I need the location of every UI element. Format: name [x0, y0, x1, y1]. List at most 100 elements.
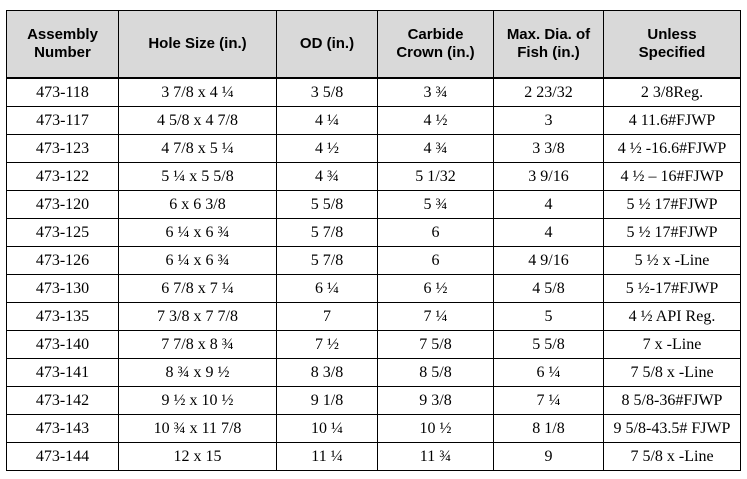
cell-hole-size: 12 x 15 [118, 442, 277, 471]
table-row: 473-122 5 ¼ x 5 5/8 4 ¾ 5 1/32 3 9/16 4 … [6, 162, 741, 191]
cell-max-dia-fish: 3 3/8 [493, 134, 604, 163]
cell-assembly-number: 473-141 [6, 358, 119, 387]
cell-max-dia-fish: 9 [493, 442, 604, 471]
cell-unless-specified: 5 ½ 17#FJWP [603, 190, 741, 219]
cell-unless-specified: 5 ½-17#FJWP [603, 274, 741, 303]
cell-max-dia-fish: 4 5/8 [493, 274, 604, 303]
cell-assembly-number: 473-125 [6, 218, 119, 247]
cell-max-dia-fish: 4 9/16 [493, 246, 604, 275]
cell-unless-specified: 4 11.6#FJWP [603, 106, 741, 135]
cell-max-dia-fish: 4 [493, 190, 604, 219]
cell-carbide-crown: 8 5/8 [377, 358, 494, 387]
cell-carbide-crown: 7 ¼ [377, 302, 494, 331]
cell-od: 7 [276, 302, 378, 331]
cell-od: 11 ¼ [276, 442, 378, 471]
cell-hole-size: 9 ½ x 10 ½ [118, 386, 277, 415]
cell-od: 5 7/8 [276, 218, 378, 247]
header-carbide-crown: Carbide Crown (in.) [377, 10, 494, 79]
header-row: Assembly Number Hole Size (in.) OD (in.)… [6, 10, 741, 79]
cell-carbide-crown: 6 ½ [377, 274, 494, 303]
cell-assembly-number: 473-135 [6, 302, 119, 331]
cell-max-dia-fish: 8 1/8 [493, 414, 604, 443]
cell-unless-specified: 4 ½ API Reg. [603, 302, 741, 331]
cell-unless-specified: 8 5/8-36#FJWP [603, 386, 741, 415]
cell-carbide-crown: 4 ¾ [377, 134, 494, 163]
cell-carbide-crown: 11 ¾ [377, 442, 494, 471]
cell-assembly-number: 473-140 [6, 330, 119, 359]
table-row: 473-141 8 ¾ x 9 ½ 8 3/8 8 5/8 6 ¼ 7 5/8 … [6, 358, 741, 387]
cell-max-dia-fish: 3 [493, 106, 604, 135]
table-row: 473-144 12 x 15 11 ¼ 11 ¾ 9 7 5/8 x -Lin… [6, 442, 741, 471]
cell-unless-specified: 5 ½ x -Line [603, 246, 741, 275]
cell-hole-size: 4 7/8 x 5 ¼ [118, 134, 277, 163]
cell-carbide-crown: 10 ½ [377, 414, 494, 443]
cell-unless-specified: 7 5/8 x -Line [603, 358, 741, 387]
cell-max-dia-fish: 7 ¼ [493, 386, 604, 415]
cell-carbide-crown: 6 [377, 246, 494, 275]
cell-hole-size: 4 5/8 x 4 7/8 [118, 106, 277, 135]
cell-assembly-number: 473-143 [6, 414, 119, 443]
table-body: 473-118 3 7/8 x 4 ¼ 3 5/8 3 ¾ 2 23/32 2 … [6, 77, 741, 471]
cell-od: 6 ¼ [276, 274, 378, 303]
cell-od: 4 ¼ [276, 106, 378, 135]
cell-od: 4 ¾ [276, 162, 378, 191]
cell-max-dia-fish: 4 [493, 218, 604, 247]
cell-od: 7 ½ [276, 330, 378, 359]
cell-od: 5 7/8 [276, 246, 378, 275]
cell-assembly-number: 473-120 [6, 190, 119, 219]
cell-carbide-crown: 5 ¾ [377, 190, 494, 219]
cell-od: 4 ½ [276, 134, 378, 163]
cell-hole-size: 6 x 6 3/8 [118, 190, 277, 219]
assembly-spec-table: Assembly Number Hole Size (in.) OD (in.)… [6, 10, 741, 471]
cell-assembly-number: 473-144 [6, 442, 119, 471]
table-row: 473-130 6 7/8 x 7 ¼ 6 ¼ 6 ½ 4 5/8 5 ½-17… [6, 274, 741, 303]
cell-carbide-crown: 9 3/8 [377, 386, 494, 415]
cell-carbide-crown: 6 [377, 218, 494, 247]
cell-hole-size: 7 3/8 x 7 7/8 [118, 302, 277, 331]
cell-max-dia-fish: 5 [493, 302, 604, 331]
header-unless-specified: Unless Specified [603, 10, 741, 79]
cell-assembly-number: 473-130 [6, 274, 119, 303]
table-header: Assembly Number Hole Size (in.) OD (in.)… [6, 10, 741, 79]
cell-assembly-number: 473-117 [6, 106, 119, 135]
table-row: 473-142 9 ½ x 10 ½ 9 1/8 9 3/8 7 ¼ 8 5/8… [6, 386, 741, 415]
table-row: 473-117 4 5/8 x 4 7/8 4 ¼ 4 ½ 3 4 11.6#F… [6, 106, 741, 135]
cell-hole-size: 6 7/8 x 7 ¼ [118, 274, 277, 303]
cell-assembly-number: 473-123 [6, 134, 119, 163]
cell-max-dia-fish: 5 5/8 [493, 330, 604, 359]
cell-od: 5 5/8 [276, 190, 378, 219]
cell-carbide-crown: 3 ¾ [377, 77, 494, 107]
cell-od: 3 5/8 [276, 77, 378, 107]
cell-hole-size: 3 7/8 x 4 ¼ [118, 77, 277, 107]
cell-assembly-number: 473-122 [6, 162, 119, 191]
cell-hole-size: 8 ¾ x 9 ½ [118, 358, 277, 387]
cell-max-dia-fish: 6 ¼ [493, 358, 604, 387]
cell-hole-size: 10 ¾ x 11 7/8 [118, 414, 277, 443]
cell-assembly-number: 473-126 [6, 246, 119, 275]
cell-od: 8 3/8 [276, 358, 378, 387]
cell-hole-size: 7 7/8 x 8 ¾ [118, 330, 277, 359]
cell-assembly-number: 473-118 [6, 77, 119, 107]
cell-carbide-crown: 4 ½ [377, 106, 494, 135]
header-max-dia-fish: Max. Dia. of Fish (in.) [493, 10, 604, 79]
table-row: 473-135 7 3/8 x 7 7/8 7 7 ¼ 5 4 ½ API Re… [6, 302, 741, 331]
cell-hole-size: 5 ¼ x 5 5/8 [118, 162, 277, 191]
cell-hole-size: 6 ¼ x 6 ¾ [118, 218, 277, 247]
cell-unless-specified: 2 3/8Reg. [603, 77, 741, 107]
cell-unless-specified: 4 ½ -16.6#FJWP [603, 134, 741, 163]
cell-unless-specified: 7 x -Line [603, 330, 741, 359]
cell-unless-specified: 5 ½ 17#FJWP [603, 218, 741, 247]
cell-max-dia-fish: 2 23/32 [493, 77, 604, 107]
table-row: 473-143 10 ¾ x 11 7/8 10 ¼ 10 ½ 8 1/8 9 … [6, 414, 741, 443]
table-row: 473-120 6 x 6 3/8 5 5/8 5 ¾ 4 5 ½ 17#FJW… [6, 190, 741, 219]
cell-od: 10 ¼ [276, 414, 378, 443]
table-row: 473-125 6 ¼ x 6 ¾ 5 7/8 6 4 5 ½ 17#FJWP [6, 218, 741, 247]
cell-carbide-crown: 7 5/8 [377, 330, 494, 359]
table-row: 473-126 6 ¼ x 6 ¾ 5 7/8 6 4 9/16 5 ½ x -… [6, 246, 741, 275]
cell-carbide-crown: 5 1/32 [377, 162, 494, 191]
table-row: 473-140 7 7/8 x 8 ¾ 7 ½ 7 5/8 5 5/8 7 x … [6, 330, 741, 359]
header-hole-size: Hole Size (in.) [118, 10, 277, 79]
cell-unless-specified: 7 5/8 x -Line [603, 442, 741, 471]
table-row: 473-123 4 7/8 x 5 ¼ 4 ½ 4 ¾ 3 3/8 4 ½ -1… [6, 134, 741, 163]
cell-unless-specified: 4 ½ – 16#FJWP [603, 162, 741, 191]
